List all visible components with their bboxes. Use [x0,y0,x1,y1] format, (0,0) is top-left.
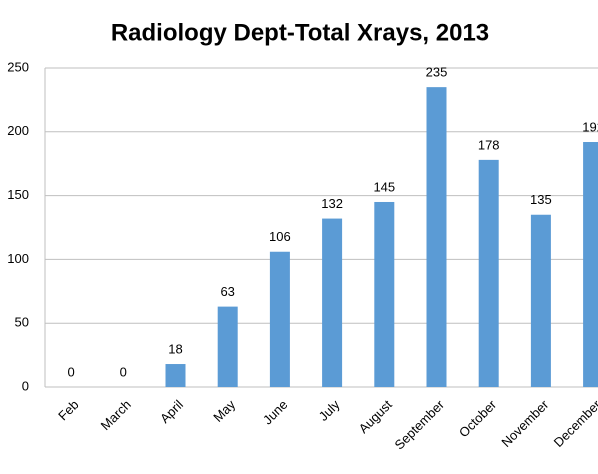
bar [478,159,499,387]
x-tick-label: October [456,396,500,440]
data-label: 178 [478,137,500,152]
bar [426,87,447,387]
data-label: 0 [120,364,127,379]
x-tick-label: April [157,397,186,426]
data-label: 135 [530,192,552,207]
y-tick-label: 150 [7,187,29,202]
x-tick-label: November [498,396,551,449]
y-tick-label: 250 [7,59,29,74]
bar [530,214,551,387]
bar [269,251,290,387]
bar [217,306,238,387]
x-tick-label: Feb [55,397,81,423]
data-label: 0 [67,364,74,379]
bar [322,218,343,387]
chart-title: Radiology Dept-Total Xrays, 2013 [111,19,489,46]
data-label: 132 [321,196,343,211]
y-tick-label: 100 [7,251,29,266]
y-tick-label: 0 [22,378,29,393]
x-tick-label: December [551,396,598,449]
data-label: 192 [582,119,598,134]
bar [165,364,186,387]
y-tick-label: 200 [7,123,29,138]
data-label: 145 [373,179,395,194]
x-tick-label: May [210,397,238,425]
data-label: 106 [269,229,291,244]
x-tick-label: March [98,397,134,433]
y-tick-label: 50 [15,315,29,330]
data-label: 18 [168,341,182,356]
bar [583,142,598,387]
data-label: 235 [426,65,448,80]
x-tick-label: July [316,397,343,424]
x-tick-label: June [260,397,291,428]
x-tick-label: September [391,396,447,452]
bar [374,201,395,387]
x-tick-label: August [356,397,395,436]
data-label: 63 [220,284,234,299]
